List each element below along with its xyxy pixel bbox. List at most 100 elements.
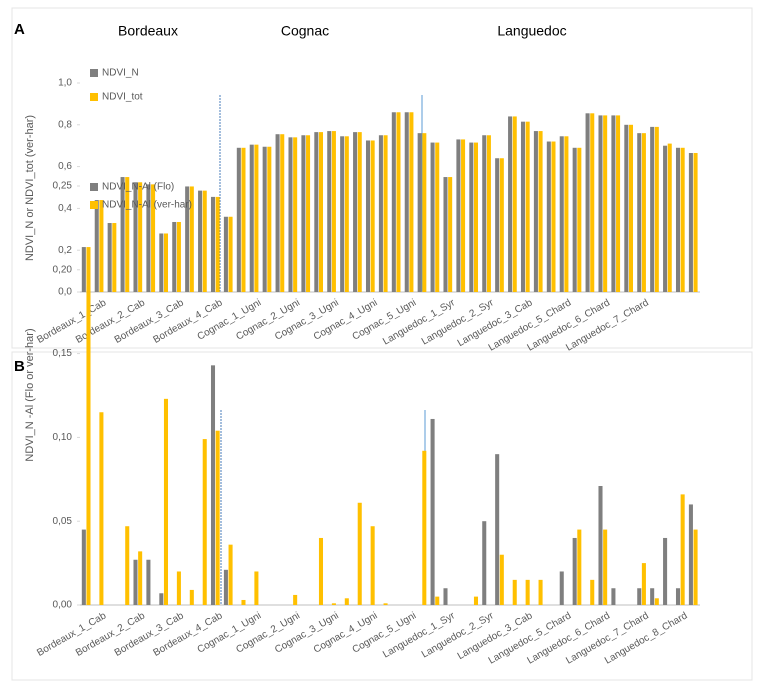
y-tick-label: 0,10 <box>53 432 73 443</box>
bar <box>94 200 99 292</box>
bar <box>525 579 530 605</box>
bar <box>86 286 91 605</box>
bar <box>628 124 634 292</box>
y-tick-label: 0,4 <box>58 203 72 214</box>
bar <box>473 596 479 605</box>
bar <box>340 136 345 292</box>
bar <box>641 133 646 292</box>
bar <box>675 588 681 605</box>
y-tick-label: 0,00 <box>53 600 73 611</box>
bar <box>241 147 246 292</box>
bar <box>585 113 590 293</box>
bar <box>151 184 156 292</box>
bar <box>559 136 564 292</box>
bar <box>357 132 362 292</box>
legend-label: NDVI_N <box>102 68 139 79</box>
x-tick-label: Bordeaux_3_Cab <box>113 610 186 659</box>
y-tick-label: 0,20 <box>53 264 73 275</box>
bar <box>512 579 517 605</box>
bar <box>120 177 125 292</box>
x-tick-label: Bordeaux_1_Cab <box>35 610 108 659</box>
bar <box>249 144 254 292</box>
legend-swatch <box>90 183 98 191</box>
bar <box>81 247 86 292</box>
y-tick-label: 0,05 <box>53 516 73 527</box>
bar <box>430 418 435 605</box>
y-axis-title: NDVI_N -Al (Flo or ver-har) <box>24 328 36 461</box>
bar <box>159 593 164 605</box>
bar <box>293 137 298 292</box>
bar <box>417 133 422 292</box>
legend-label: NDVI_N-Al (ver-har) <box>102 200 192 211</box>
panel-frame <box>11 7 753 349</box>
x-tick-label: Bordeaux_4_Cab <box>152 610 225 659</box>
bar <box>430 142 435 292</box>
bar <box>327 131 332 292</box>
bar <box>280 134 285 292</box>
bar <box>422 450 427 605</box>
bar <box>482 521 487 605</box>
bar <box>318 132 324 292</box>
bar <box>611 115 616 293</box>
bar <box>456 139 461 292</box>
bar <box>624 124 629 292</box>
bar <box>520 121 526 292</box>
bar <box>693 153 698 292</box>
bar <box>107 223 112 292</box>
bar <box>331 131 336 292</box>
bar <box>133 559 138 605</box>
bar <box>241 599 246 605</box>
bar <box>675 147 681 292</box>
bar <box>688 153 693 292</box>
bar <box>422 133 427 292</box>
bar <box>215 430 220 605</box>
bar <box>125 177 130 292</box>
bar <box>293 594 298 605</box>
y-tick-label: 0,8 <box>58 119 72 130</box>
bar <box>448 177 453 292</box>
x-tick-label: Bordeaux_3_Cab <box>113 297 186 346</box>
bar <box>138 182 143 292</box>
bar <box>189 186 194 292</box>
y-tick-label: 0,6 <box>58 161 72 172</box>
bar <box>616 115 621 293</box>
bar <box>228 216 233 292</box>
legend-swatch <box>90 69 98 77</box>
bar <box>138 551 143 605</box>
bar <box>469 142 474 292</box>
bar <box>663 145 668 292</box>
bar <box>611 588 616 605</box>
x-tick-label: Bordeaux_4_Cab <box>152 297 225 346</box>
bar <box>125 526 130 605</box>
bar <box>508 116 513 292</box>
legend-swatch <box>90 93 98 101</box>
region-label: Bordeaux <box>118 23 178 39</box>
bar <box>86 247 91 292</box>
bar <box>512 116 517 292</box>
bar <box>538 579 543 605</box>
panel-letter: A <box>14 21 25 38</box>
bar <box>254 571 259 605</box>
bar <box>693 529 698 605</box>
bar <box>525 121 530 292</box>
bar <box>146 184 151 292</box>
bar <box>443 177 448 292</box>
bar <box>353 132 358 292</box>
bar <box>81 529 86 605</box>
bar <box>189 589 194 605</box>
bar <box>637 133 642 292</box>
bar <box>572 147 577 292</box>
bar <box>667 143 672 292</box>
bar <box>391 112 396 292</box>
bar <box>133 182 138 292</box>
bar <box>650 126 655 292</box>
bar <box>318 537 324 605</box>
bar <box>499 158 504 292</box>
legend-label: NDVI_tot <box>102 92 143 103</box>
bar <box>641 563 646 605</box>
bar <box>344 136 349 292</box>
bar <box>223 216 228 292</box>
bar <box>198 190 203 292</box>
bar <box>314 132 319 292</box>
bar <box>546 141 551 292</box>
